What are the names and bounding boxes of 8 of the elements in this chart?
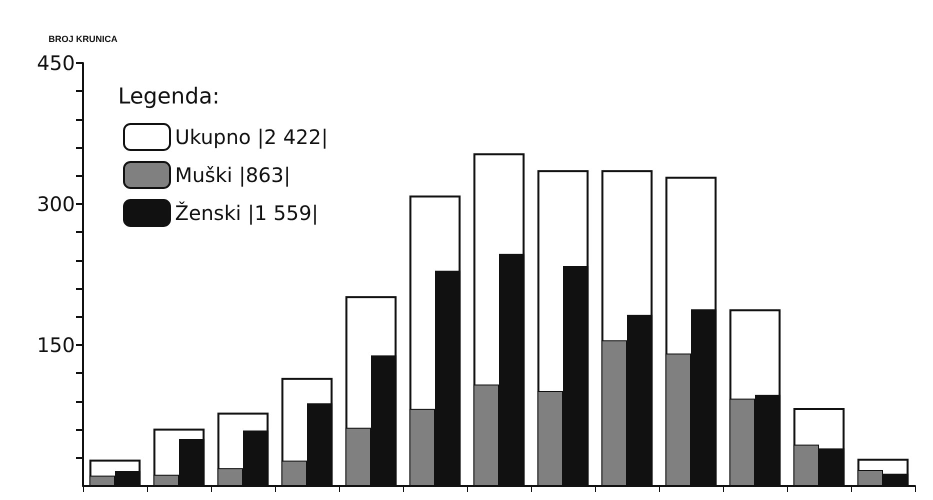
legend-label: Muški |863| <box>175 163 290 187</box>
y-tick-label: 150 <box>36 333 75 357</box>
legend-label: Ukupno |2 422| <box>175 125 328 149</box>
y-tick-label: 450 <box>36 51 75 75</box>
y-axis-title: BROJ KRUNICA <box>48 34 118 44</box>
y-tick-label: 300 <box>36 192 75 216</box>
legend-label: Ženski |1 559| <box>175 201 318 225</box>
legend-title: Legenda: <box>118 84 220 110</box>
